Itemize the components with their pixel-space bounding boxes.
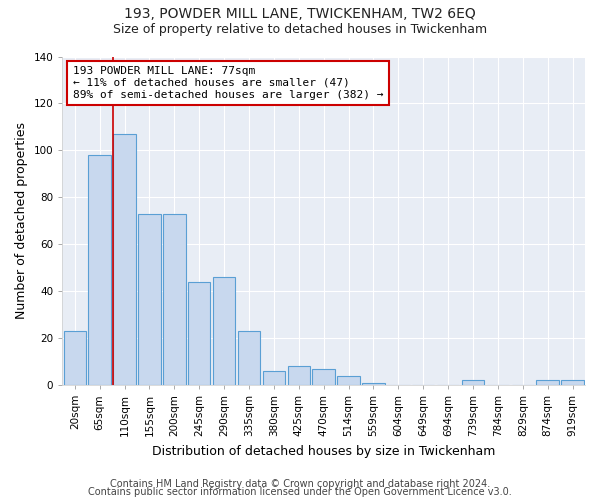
- Bar: [263, 371, 285, 385]
- Bar: [163, 214, 185, 385]
- Text: 193, POWDER MILL LANE, TWICKENHAM, TW2 6EQ: 193, POWDER MILL LANE, TWICKENHAM, TW2 6…: [124, 8, 476, 22]
- Text: Contains HM Land Registry data © Crown copyright and database right 2024.: Contains HM Land Registry data © Crown c…: [110, 479, 490, 489]
- Bar: [188, 282, 211, 385]
- Bar: [337, 376, 360, 385]
- Text: Contains public sector information licensed under the Open Government Licence v3: Contains public sector information licen…: [88, 487, 512, 497]
- Bar: [536, 380, 559, 385]
- Y-axis label: Number of detached properties: Number of detached properties: [15, 122, 28, 320]
- Bar: [113, 134, 136, 385]
- X-axis label: Distribution of detached houses by size in Twickenham: Distribution of detached houses by size …: [152, 444, 496, 458]
- Bar: [362, 382, 385, 385]
- Bar: [562, 380, 584, 385]
- Bar: [313, 368, 335, 385]
- Bar: [462, 380, 484, 385]
- Text: Size of property relative to detached houses in Twickenham: Size of property relative to detached ho…: [113, 22, 487, 36]
- Bar: [287, 366, 310, 385]
- Text: 193 POWDER MILL LANE: 77sqm
← 11% of detached houses are smaller (47)
89% of sem: 193 POWDER MILL LANE: 77sqm ← 11% of det…: [73, 66, 383, 100]
- Bar: [88, 155, 111, 385]
- Bar: [238, 331, 260, 385]
- Bar: [138, 214, 161, 385]
- Bar: [213, 277, 235, 385]
- Bar: [64, 331, 86, 385]
